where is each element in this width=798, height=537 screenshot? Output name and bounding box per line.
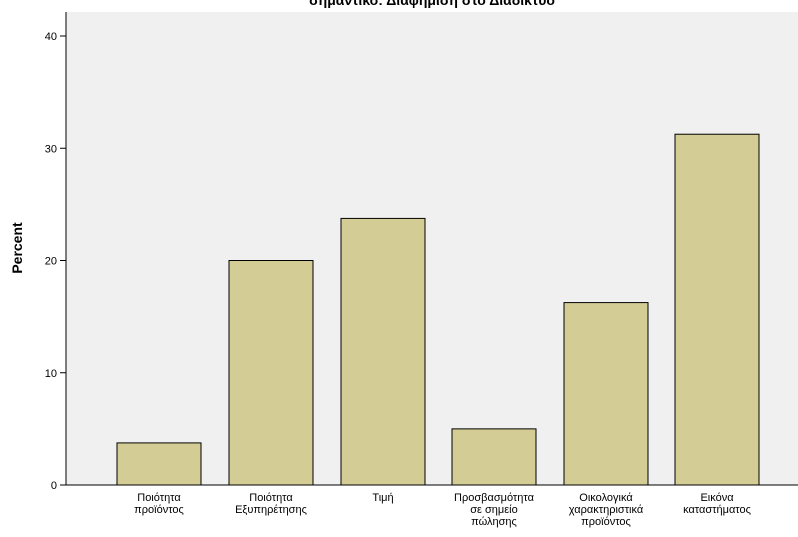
bar-6 [674, 133, 760, 486]
bar-4 [451, 428, 537, 486]
x-tick-label-5: Οικολογικά χαρακτηριστικά προϊόντος [569, 492, 644, 528]
y-axis-label: Percent [9, 222, 25, 274]
x-tick-label-4: Προσβασμότητα σε σημείο πώλησης [454, 492, 535, 528]
y-tick-label: 0 [51, 480, 57, 492]
bar-2 [228, 260, 314, 486]
x-tick-label-2: Ποιότητα Εξυπηρέτησης [235, 492, 307, 516]
x-tick-label-6: Εικόνα καταστήματος [683, 492, 751, 516]
bar-3 [340, 217, 426, 486]
x-tick-label-1: Ποιότητα προϊόντος [134, 492, 184, 516]
y-tick-label: 20 [45, 256, 57, 268]
y-tick-label: 40 [45, 31, 57, 43]
chart-title: σημαντικό: Διαφήμιση στο Διαδίκτυο [309, 0, 555, 8]
x-tick-label-3: Τιμή [372, 492, 393, 504]
y-tick-label: 10 [45, 368, 57, 380]
bar-1 [116, 442, 202, 486]
bar-5 [563, 302, 649, 486]
y-tick-label: 30 [45, 143, 57, 155]
